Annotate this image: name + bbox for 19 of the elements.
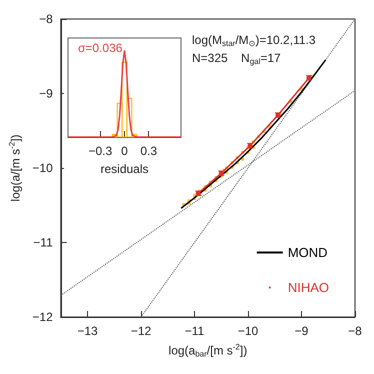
x-tick-label: −10 — [238, 324, 259, 338]
annotation: σ=0.036 — [78, 41, 123, 55]
x-axis-title: residuals — [100, 162, 149, 176]
y-tick-label: −11 — [33, 236, 54, 250]
x-tick-label: −0.3 — [88, 144, 112, 158]
y-tick-label: −10 — [32, 161, 54, 175]
y-axis-title: log(a/[m s-2]) — [8, 134, 22, 202]
x-tick-label: −8 — [348, 324, 362, 338]
x-tick-label: −13 — [77, 324, 98, 338]
x-tick-label: −11 — [184, 324, 205, 338]
y-tick-label: −8 — [39, 12, 54, 26]
text: NIHAO — [288, 280, 329, 295]
y-tick-label: −9 — [39, 86, 54, 100]
x-tick-label: 0.3 — [140, 144, 158, 158]
legend-label: MOND — [288, 245, 328, 260]
y-tick-label: −12 — [32, 310, 54, 324]
x-tick-label: 0 — [121, 144, 128, 158]
x-tick-label: −9 — [294, 324, 309, 338]
x-tick-label: −12 — [130, 324, 152, 338]
